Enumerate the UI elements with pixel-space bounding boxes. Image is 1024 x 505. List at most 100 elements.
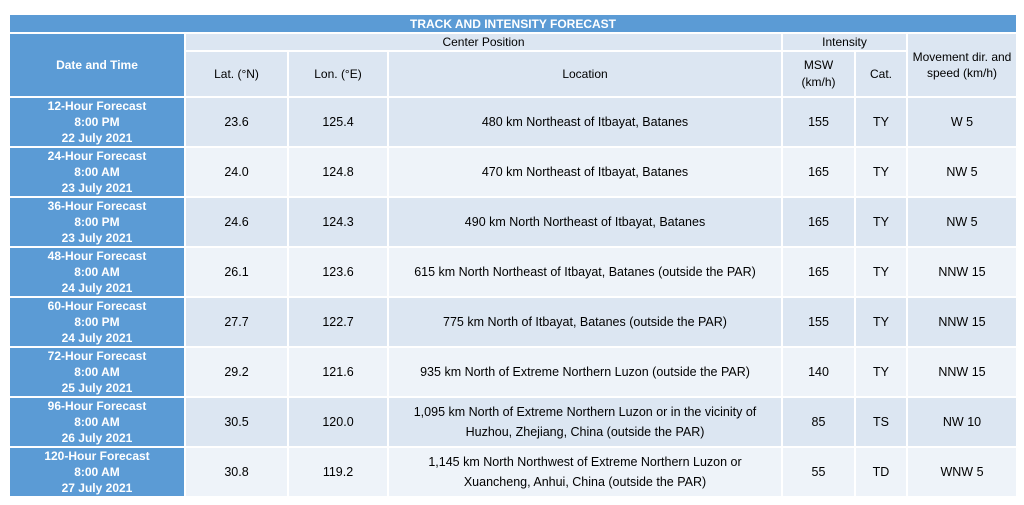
header-center-position: Center Position: [184, 32, 783, 52]
cell-movement: NNW 15: [906, 246, 1018, 298]
cell-location: 775 km North of Itbayat, Batanes (outsid…: [387, 296, 783, 348]
cell-movement: W 5: [906, 96, 1018, 148]
row-date-time: 72-Hour Forecast 8:00 AM 25 July 2021: [8, 346, 186, 398]
header-date-time: Date and Time: [8, 32, 186, 98]
cell-msw: 165: [781, 196, 856, 248]
cell-category: TY: [854, 196, 908, 248]
cell-location: 1,145 km North Northwest of Extreme Nort…: [387, 446, 783, 498]
cell-location: 1,095 km North of Extreme Northern Luzon…: [387, 396, 783, 448]
cell-lat: 26.1: [184, 246, 289, 298]
cell-msw: 165: [781, 246, 856, 298]
row-forecast-label: 36-Hour Forecast: [47, 199, 147, 213]
cell-lat: 29.2: [184, 346, 289, 398]
table-row: 120-Hour Forecast 8:00 AM 27 July 2021 30.8…: [8, 446, 1018, 498]
header-lon: Lon. (°E): [287, 50, 389, 98]
row-time: 8:00 PM: [74, 215, 120, 229]
row-forecast-label: 120-Hour Forecast: [44, 449, 150, 463]
header-location: Location: [387, 50, 783, 98]
table-row: 36-Hour Forecast 8:00 PM 23 July 2021 24.6 1…: [8, 196, 1018, 248]
header-lat: Lat. (°N): [184, 50, 289, 98]
cell-category: TS: [854, 396, 908, 448]
cell-location: 615 km North Northeast of Itbayat, Batan…: [387, 246, 783, 298]
cell-msw: 55: [781, 446, 856, 498]
row-date-time: 96-Hour Forecast 8:00 AM 26 July 2021: [8, 396, 186, 448]
row-date: 23 July 2021: [61, 181, 133, 195]
cell-movement: NW 5: [906, 196, 1018, 248]
cell-category: TY: [854, 146, 908, 198]
cell-lat: 23.6: [184, 96, 289, 148]
row-time: 8:00 AM: [74, 265, 120, 279]
cell-msw: 155: [781, 96, 856, 148]
cell-lon: 120.0: [287, 396, 389, 448]
row-date-time: 48-Hour Forecast 8:00 AM 24 July 2021: [8, 246, 186, 298]
table-row: 48-Hour Forecast 8:00 AM 24 July 2021 26.1 1…: [8, 246, 1018, 298]
row-date-time: 36-Hour Forecast 8:00 PM 23 July 2021: [8, 196, 186, 248]
row-date-time: 24-Hour Forecast 8:00 AM 23 July 2021: [8, 146, 186, 198]
row-time: 8:00 AM: [74, 165, 120, 179]
cell-location: 480 km Northeast of Itbayat, Batanes: [387, 96, 783, 148]
row-date: 23 July 2021: [61, 231, 133, 245]
row-time: 8:00 AM: [74, 365, 120, 379]
cell-lat: 24.6: [184, 196, 289, 248]
cell-movement: NW 5: [906, 146, 1018, 198]
cell-location: 470 km Northeast of Itbayat, Batanes: [387, 146, 783, 198]
cell-lon: 121.6: [287, 346, 389, 398]
row-time: 8:00 AM: [74, 415, 120, 429]
cell-category: TY: [854, 96, 908, 148]
table-row: 12-Hour Forecast 8:00 PM 22 July 2021 23.6 1…: [8, 96, 1018, 148]
table-row: 72-Hour Forecast 8:00 AM 25 July 2021 29.2 1…: [8, 346, 1018, 398]
cell-msw: 140: [781, 346, 856, 398]
cell-category: TY: [854, 296, 908, 348]
cell-lon: 123.6: [287, 246, 389, 298]
row-date: 24 July 2021: [61, 331, 133, 345]
cell-lat: 30.8: [184, 446, 289, 498]
cell-movement: NNW 15: [906, 346, 1018, 398]
table-title: TRACK AND INTENSITY FORECAST: [8, 13, 1018, 34]
row-forecast-label: 24-Hour Forecast: [47, 149, 147, 163]
cell-msw: 85: [781, 396, 856, 448]
row-date: 22 July 2021: [61, 131, 133, 145]
row-date: 26 July 2021: [61, 431, 133, 445]
cell-movement: NW 10: [906, 396, 1018, 448]
table-row: 60-Hour Forecast 8:00 PM 24 July 2021 27.7 1…: [8, 296, 1018, 348]
row-forecast-label: 12-Hour Forecast: [47, 99, 147, 113]
cell-lon: 122.7: [287, 296, 389, 348]
cell-lat: 30.5: [184, 396, 289, 448]
cell-lon: 124.3: [287, 196, 389, 248]
row-date: 25 July 2021: [61, 381, 133, 395]
cell-msw: 155: [781, 296, 856, 348]
cell-lat: 27.7: [184, 296, 289, 348]
row-date-time: 60-Hour Forecast 8:00 PM 24 July 2021: [8, 296, 186, 348]
forecast-table: TRACK AND INTENSITY FORECAST Date and Ti…: [8, 13, 1018, 498]
forecast-table-container: TRACK AND INTENSITY FORECAST Date and Ti…: [8, 13, 1018, 498]
row-date-time: 12-Hour Forecast 8:00 PM 22 July 2021: [8, 96, 186, 148]
row-date: 24 July 2021: [61, 281, 133, 295]
cell-movement: NNW 15: [906, 296, 1018, 348]
cell-lon: 119.2: [287, 446, 389, 498]
cell-lon: 125.4: [287, 96, 389, 148]
cell-lon: 124.8: [287, 146, 389, 198]
cell-lat: 24.0: [184, 146, 289, 198]
cell-category: TY: [854, 346, 908, 398]
cell-location: 490 km North Northeast of Itbayat, Batan…: [387, 196, 783, 248]
row-time: 8:00 AM: [74, 465, 120, 479]
row-forecast-label: 72-Hour Forecast: [47, 349, 147, 363]
cell-category: TY: [854, 246, 908, 298]
row-time: 8:00 PM: [74, 115, 120, 129]
cell-category: TD: [854, 446, 908, 498]
header-msw: MSW (km/h): [781, 50, 856, 98]
row-forecast-label: 96-Hour Forecast: [47, 399, 147, 413]
row-date-time: 120-Hour Forecast 8:00 AM 27 July 2021: [8, 446, 186, 498]
row-time: 8:00 PM: [74, 315, 120, 329]
table-body: 12-Hour Forecast 8:00 PM 22 July 2021 23.6 1…: [8, 96, 1018, 498]
cell-location: 935 km North of Extreme Northern Luzon (…: [387, 346, 783, 398]
header-movement: Movement dir. and speed (km/h): [906, 32, 1018, 98]
header-cat: Cat.: [854, 50, 908, 98]
table-row: 24-Hour Forecast 8:00 AM 23 July 2021 24.0 1…: [8, 146, 1018, 198]
table-row: 96-Hour Forecast 8:00 AM 26 July 2021 30.5 1…: [8, 396, 1018, 448]
header-intensity: Intensity: [781, 32, 908, 52]
row-date: 27 July 2021: [61, 481, 133, 495]
row-forecast-label: 48-Hour Forecast: [47, 249, 147, 263]
row-forecast-label: 60-Hour Forecast: [47, 299, 147, 313]
cell-movement: WNW 5: [906, 446, 1018, 498]
